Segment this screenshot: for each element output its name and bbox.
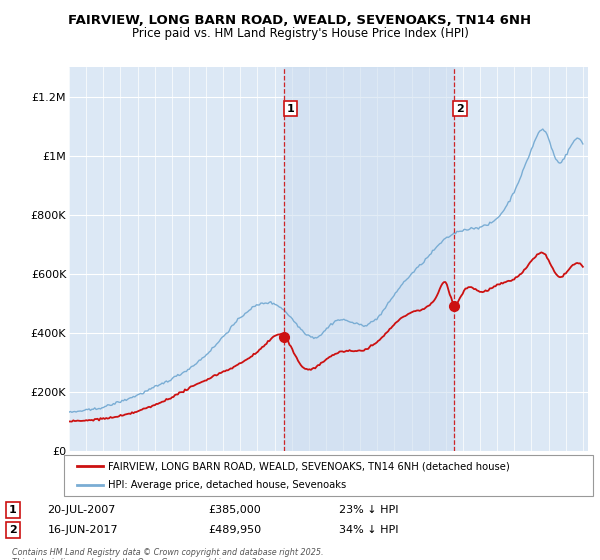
Text: FAIRVIEW, LONG BARN ROAD, WEALD, SEVENOAKS, TN14 6NH (detached house): FAIRVIEW, LONG BARN ROAD, WEALD, SEVENOA… [108, 461, 509, 471]
Text: £385,000: £385,000 [208, 505, 260, 515]
Bar [284, 67, 454, 451]
Text: HPI: Average price, detached house, Sevenoaks: HPI: Average price, detached house, Seve… [108, 480, 346, 489]
Text: 20-JUL-2007: 20-JUL-2007 [47, 505, 116, 515]
Text: 2: 2 [456, 104, 464, 114]
Text: £489,950: £489,950 [208, 525, 261, 535]
Text: 16-JUN-2017: 16-JUN-2017 [47, 525, 118, 535]
Text: 34% ↓ HPI: 34% ↓ HPI [338, 525, 398, 535]
Text: 2: 2 [9, 525, 17, 535]
Text: Contains HM Land Registry data © Crown copyright and database right 2025.
This d: Contains HM Land Registry data © Crown c… [12, 548, 323, 560]
FancyBboxPatch shape [64, 455, 593, 496]
Text: Price paid vs. HM Land Registry's House Price Index (HPI): Price paid vs. HM Land Registry's House … [131, 27, 469, 40]
Text: 1: 1 [9, 505, 17, 515]
Text: FAIRVIEW, LONG BARN ROAD, WEALD, SEVENOAKS, TN14 6NH: FAIRVIEW, LONG BARN ROAD, WEALD, SEVENOA… [68, 14, 532, 27]
Text: 1: 1 [287, 104, 294, 114]
Text: 23% ↓ HPI: 23% ↓ HPI [338, 505, 398, 515]
